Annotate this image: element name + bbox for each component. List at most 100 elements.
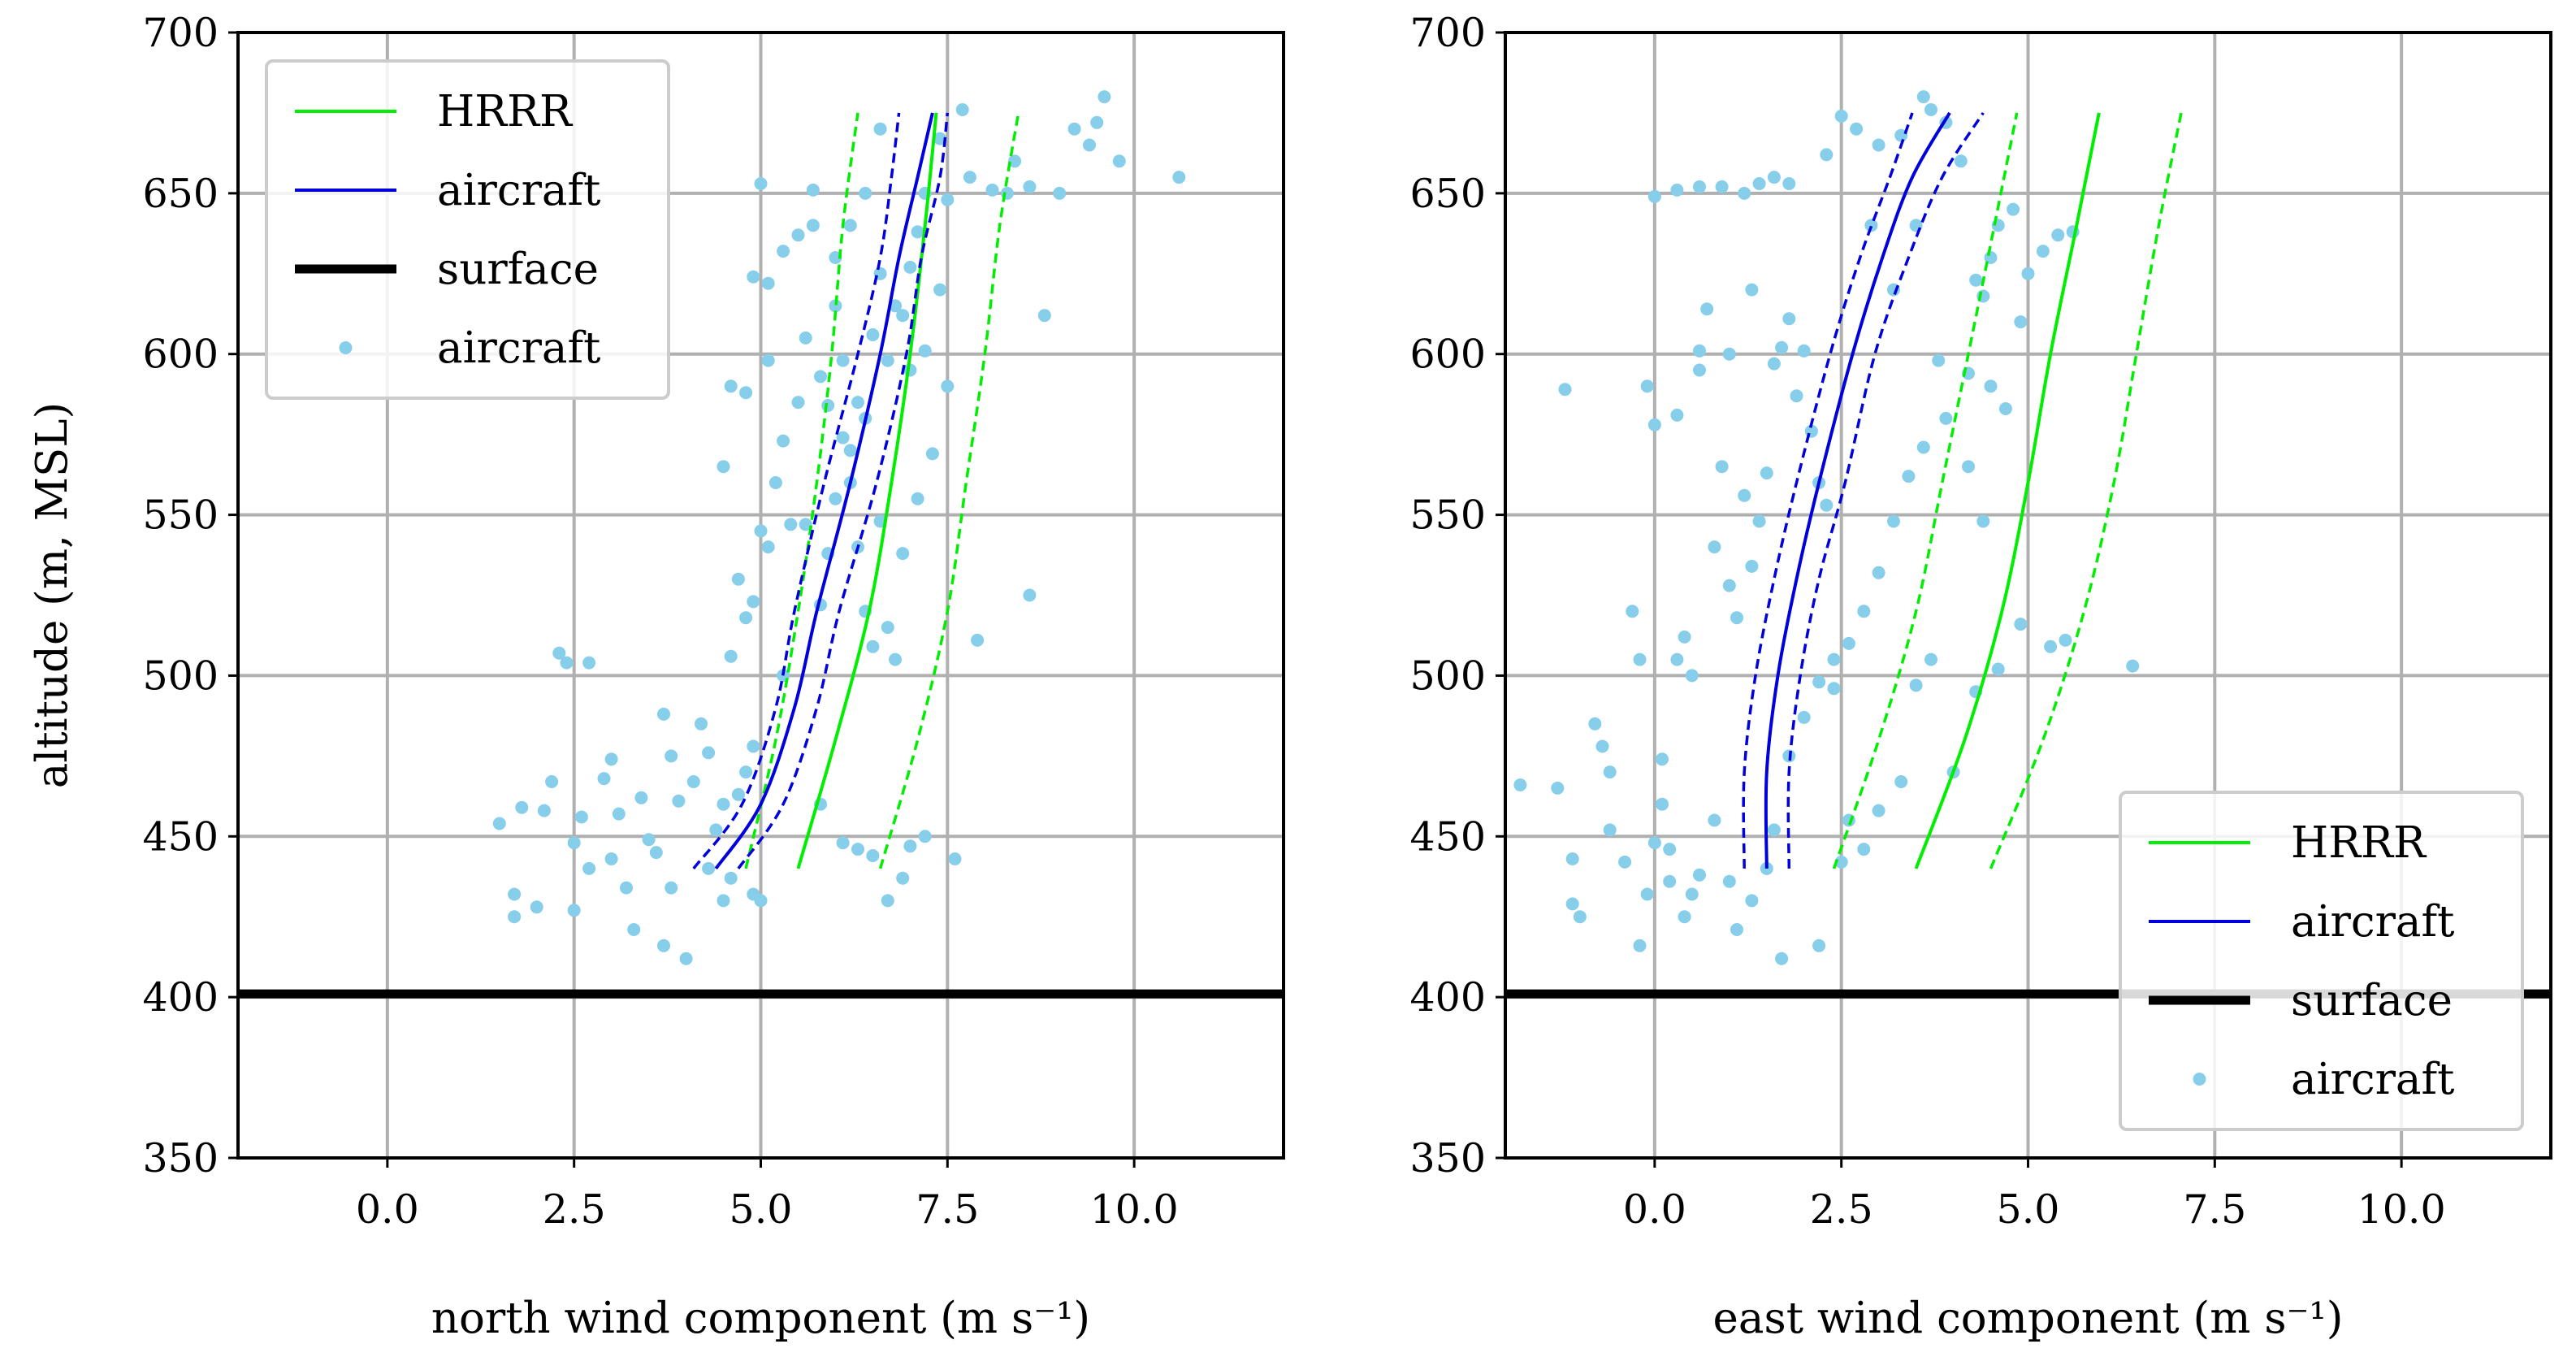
aircraft-scatter-point (963, 171, 976, 184)
aircraft-scatter-point (627, 923, 641, 936)
aircraft-scatter-point (747, 270, 760, 284)
hrrr-line (796, 112, 938, 869)
x-tick-label: 5.0 (1997, 1186, 2060, 1233)
aircraft-scatter-point (761, 540, 775, 554)
aircraft-scatter-point (1820, 148, 1834, 162)
aircraft-scatter-point (889, 652, 902, 666)
aircraft-scatter-point (717, 797, 730, 811)
x-tick-label: 10.0 (2357, 1186, 2446, 1233)
aircraft-scatter-point (1730, 611, 1743, 625)
aircraft-scatter-point (567, 904, 581, 917)
aircraft-scatter-point (836, 836, 850, 850)
y-tick-label: 400 (1409, 974, 1486, 1021)
legend-box (2119, 791, 2524, 1131)
aircraft-scatter-point (1887, 514, 1900, 528)
aircraft-scatter-point (1998, 402, 2012, 415)
aircraft-scatter-point (2007, 202, 2020, 216)
aircraft-scatter-point (1722, 347, 1736, 361)
aircraft-scatter-point (1760, 466, 1773, 480)
aircraft-scatter-point (1834, 855, 1848, 869)
x-axis-label: north wind component (m s⁻¹) (431, 1294, 1090, 1343)
aircraft-upper-bound-line (1786, 111, 1985, 869)
y-tick-label: 550 (142, 492, 219, 539)
aircraft-scatter-point (1565, 852, 1579, 865)
aircraft-scatter-point (799, 518, 812, 531)
aircraft-scatter-point (777, 245, 790, 258)
aircraft-scatter-point (1573, 910, 1587, 924)
aircraft-scatter-point (2014, 618, 2028, 631)
aircraft-lower-bound-line (1742, 112, 1914, 869)
aircraft-scatter-point (1872, 138, 1885, 152)
aircraft-scatter-point (657, 707, 670, 721)
aircraft-scatter-point (1745, 559, 1759, 573)
aircraft-scatter-point (1685, 669, 1699, 683)
aircraft-scatter-point (1902, 470, 1916, 483)
aircraft-scatter-point (1872, 804, 1885, 817)
aircraft-scatter-point (1991, 219, 2005, 232)
aircraft-scatter-point (695, 717, 708, 731)
aircraft-scatter-point (1887, 283, 1900, 297)
aircraft-scatter-point (851, 396, 864, 410)
aircraft-scatter-point (1037, 309, 1051, 323)
y-tick-label: 350 (1409, 1135, 1486, 1181)
aircraft-scatter-point (665, 881, 678, 895)
aircraft-scatter-point (1633, 652, 1647, 666)
legend: HRRR aircraft surface aircraft (2119, 791, 2524, 1131)
aircraft-scatter-point (829, 299, 842, 313)
legend-label: aircraft (2291, 1055, 2454, 1104)
aircraft-scatter-point (2051, 228, 2065, 242)
aircraft-scatter-point (1767, 357, 1781, 371)
aircraft-scatter-point (933, 132, 947, 145)
legend-label: HRRR (437, 87, 574, 137)
y-tick-label: 500 (1409, 652, 1486, 699)
aircraft-scatter-point (1023, 180, 1037, 193)
aircraft-scatter-point (1924, 652, 1937, 666)
aircraft-scatter-point (1752, 177, 1766, 190)
aircraft-scatter-point (642, 833, 656, 847)
aircraft-line (1764, 111, 1951, 869)
aircraft-scatter-point (1916, 90, 1930, 104)
aircraft-scatter-point (843, 444, 857, 457)
chart-panel-right: 0.0 2.5 5.0 7.5 10.0 350 400 450 500 550 600 650 700… (1409, 10, 2552, 1343)
aircraft-scatter-point (1924, 103, 1937, 116)
aircraft-scatter-point (1647, 189, 1661, 203)
aircraft-scatter-point (1752, 514, 1766, 528)
aircraft-scatter-point (1172, 171, 1186, 184)
aircraft-scatter-point (1864, 219, 1878, 232)
aircraft-scatter-point (1969, 273, 1983, 287)
aircraft-scatter-point (739, 765, 753, 779)
aircraft-scatter-point (866, 849, 880, 862)
aircraft-scatter-point (1708, 813, 1721, 827)
aircraft-scatter-point (1797, 710, 1811, 724)
aircraft-scatter-point (1678, 630, 1691, 644)
y-tick-label: 450 (142, 813, 219, 860)
aircraft-scatter-point (1112, 154, 1126, 168)
aircraft-scatter-point (925, 447, 939, 461)
aircraft-scatter-point (1656, 752, 1669, 766)
aircraft-scatter-point (2014, 315, 2028, 329)
aircraft-scatter-point (836, 353, 850, 367)
aircraft-scatter-point (604, 852, 618, 865)
aircraft-scatter-point (859, 186, 872, 200)
aircraft-scatter-point (1565, 897, 1579, 911)
aircraft-scatter-point (686, 775, 700, 788)
aircraft-scatter-point (582, 656, 596, 670)
aircraft-scatter-point (1722, 874, 1736, 888)
aircraft-scatter-point (2044, 639, 2058, 653)
aircraft-scatter-point (896, 547, 910, 561)
aircraft-scatter-point (1954, 154, 1968, 168)
aircraft-scatter-point (597, 772, 611, 786)
aircraft-scatter-point (941, 193, 955, 206)
legend-swatch-marker (339, 341, 353, 354)
aircraft-scatter-point (896, 871, 910, 885)
aircraft-scatter-point (799, 331, 812, 345)
aircraft-scatter-point (1745, 283, 1759, 297)
aircraft-scatter-point (1962, 460, 1975, 474)
y-tick-label: 450 (1409, 813, 1486, 860)
aircraft-scatter-point (537, 804, 551, 817)
aircraft-scatter-point (1857, 605, 1871, 618)
aircraft-scatter-point (933, 283, 947, 297)
aircraft-scatter-point (955, 103, 969, 116)
aircraft-scatter-point (665, 749, 678, 763)
